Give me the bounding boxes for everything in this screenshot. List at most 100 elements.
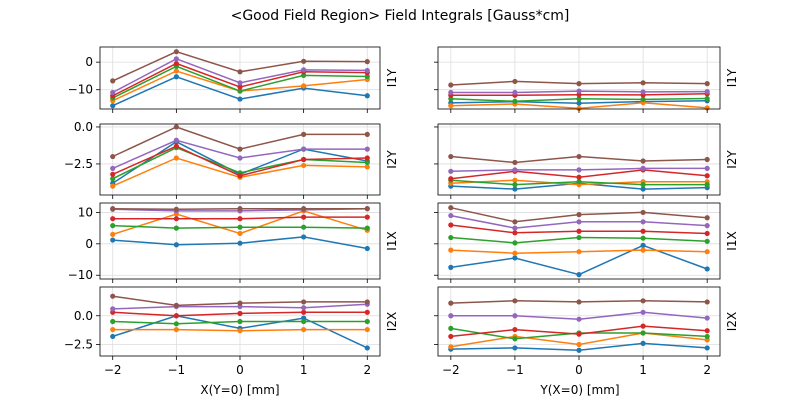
row-label-i2y: I2Y [725, 150, 739, 169]
data-point-s5 [448, 313, 454, 319]
data-point-s4 [640, 323, 646, 329]
data-point-s2 [110, 326, 116, 333]
x-tick-label: −2 [104, 363, 122, 377]
data-point-s3 [237, 88, 243, 94]
data-point-s6 [173, 206, 179, 212]
data-point-s4 [237, 84, 243, 90]
data-point-s3 [640, 235, 646, 241]
data-point-s4 [576, 228, 582, 234]
subplot-i1x-x: 10 0 −10 I1X [68, 202, 399, 283]
data-point-s1 [576, 272, 582, 278]
data-point-s5 [301, 67, 307, 73]
data-point-s1 [364, 93, 370, 99]
data-point-s6 [173, 302, 179, 308]
data-point-s6 [640, 80, 646, 86]
data-point-s2 [173, 68, 179, 74]
data-point-s3 [301, 318, 307, 325]
data-point-s3 [640, 330, 646, 336]
data-point-s6 [237, 300, 243, 306]
data-point-s5 [173, 56, 179, 62]
data-point-s6 [364, 59, 370, 65]
y-tick-label: 0.0 [74, 309, 93, 323]
data-point-s6 [704, 299, 710, 305]
data-point-s5 [448, 212, 454, 219]
data-point-s6 [110, 206, 116, 212]
data-point-s1 [364, 245, 370, 252]
data-point-s2 [173, 155, 179, 161]
data-point-s5 [301, 305, 307, 311]
data-point-s5 [576, 88, 582, 94]
data-point-s6 [364, 206, 370, 212]
data-point-s1 [512, 186, 518, 192]
data-point-s1 [576, 347, 582, 353]
data-point-s4 [301, 156, 307, 163]
data-point-s5 [640, 165, 646, 171]
data-point-s4 [512, 230, 518, 236]
data-point-s6 [448, 205, 454, 211]
data-point-s5 [576, 219, 582, 225]
data-point-s2 [576, 341, 582, 348]
x-axis-title-right: Y(X=0) [mm] [539, 383, 619, 397]
data-point-s5 [640, 309, 646, 315]
data-point-s2 [576, 105, 582, 112]
data-point-s5 [640, 219, 646, 225]
data-point-s3 [448, 325, 454, 331]
x-axis-title-left: X(Y=0) [mm] [200, 383, 279, 397]
data-point-s3 [576, 179, 582, 185]
data-point-s6 [640, 158, 646, 164]
data-point-s3 [237, 318, 243, 325]
data-point-s4 [301, 214, 307, 220]
data-point-s3 [704, 182, 710, 188]
data-point-s6 [512, 298, 518, 304]
row-label-i1x: I1X [385, 231, 399, 250]
data-point-s2 [173, 326, 179, 333]
data-point-s5 [237, 155, 243, 161]
data-point-s3 [301, 72, 307, 78]
data-point-s6 [512, 219, 518, 225]
data-point-s2 [448, 103, 454, 109]
data-point-s4 [364, 214, 370, 220]
row-label-i2y: I2Y [385, 150, 399, 169]
data-point-s1 [704, 266, 710, 272]
data-point-s2 [640, 247, 646, 253]
data-point-s2 [512, 250, 518, 256]
data-point-s3 [512, 240, 518, 246]
data-point-s6 [576, 153, 582, 160]
row-label-i1x: I1X [725, 231, 739, 250]
data-point-s6 [364, 299, 370, 305]
data-point-s5 [448, 168, 454, 174]
data-point-s5 [704, 89, 710, 95]
data-point-s4 [704, 328, 710, 334]
data-point-s5 [512, 167, 518, 173]
data-point-s3 [237, 224, 243, 230]
data-point-s6 [576, 299, 582, 305]
data-point-s2 [448, 247, 454, 253]
data-point-s3 [704, 333, 710, 340]
data-point-s3 [512, 336, 518, 342]
data-point-s4 [301, 309, 307, 315]
data-point-s6 [704, 215, 710, 221]
data-point-s6 [301, 58, 307, 64]
data-point-s3 [301, 224, 307, 230]
data-point-s3 [448, 96, 454, 102]
data-point-s3 [364, 73, 370, 80]
data-point-s3 [704, 95, 710, 102]
y-tick-label: −2.5 [64, 157, 93, 171]
y-tick-label: −2.5 [64, 338, 93, 352]
x-tick-label: 0 [575, 363, 583, 377]
data-point-s4 [237, 173, 243, 179]
data-point-s1 [173, 74, 179, 80]
data-point-s3 [448, 234, 454, 241]
data-point-s3 [364, 225, 370, 231]
data-point-s2 [704, 249, 710, 255]
data-point-s5 [512, 89, 518, 96]
y-tick-label: −10 [68, 268, 93, 282]
x-tick-label: −1 [168, 363, 186, 377]
data-point-s1 [364, 345, 370, 351]
data-point-s6 [576, 81, 582, 87]
data-point-s4 [576, 174, 582, 180]
data-point-s1 [448, 264, 454, 270]
data-point-s6 [576, 212, 582, 218]
data-point-s4 [110, 171, 116, 177]
